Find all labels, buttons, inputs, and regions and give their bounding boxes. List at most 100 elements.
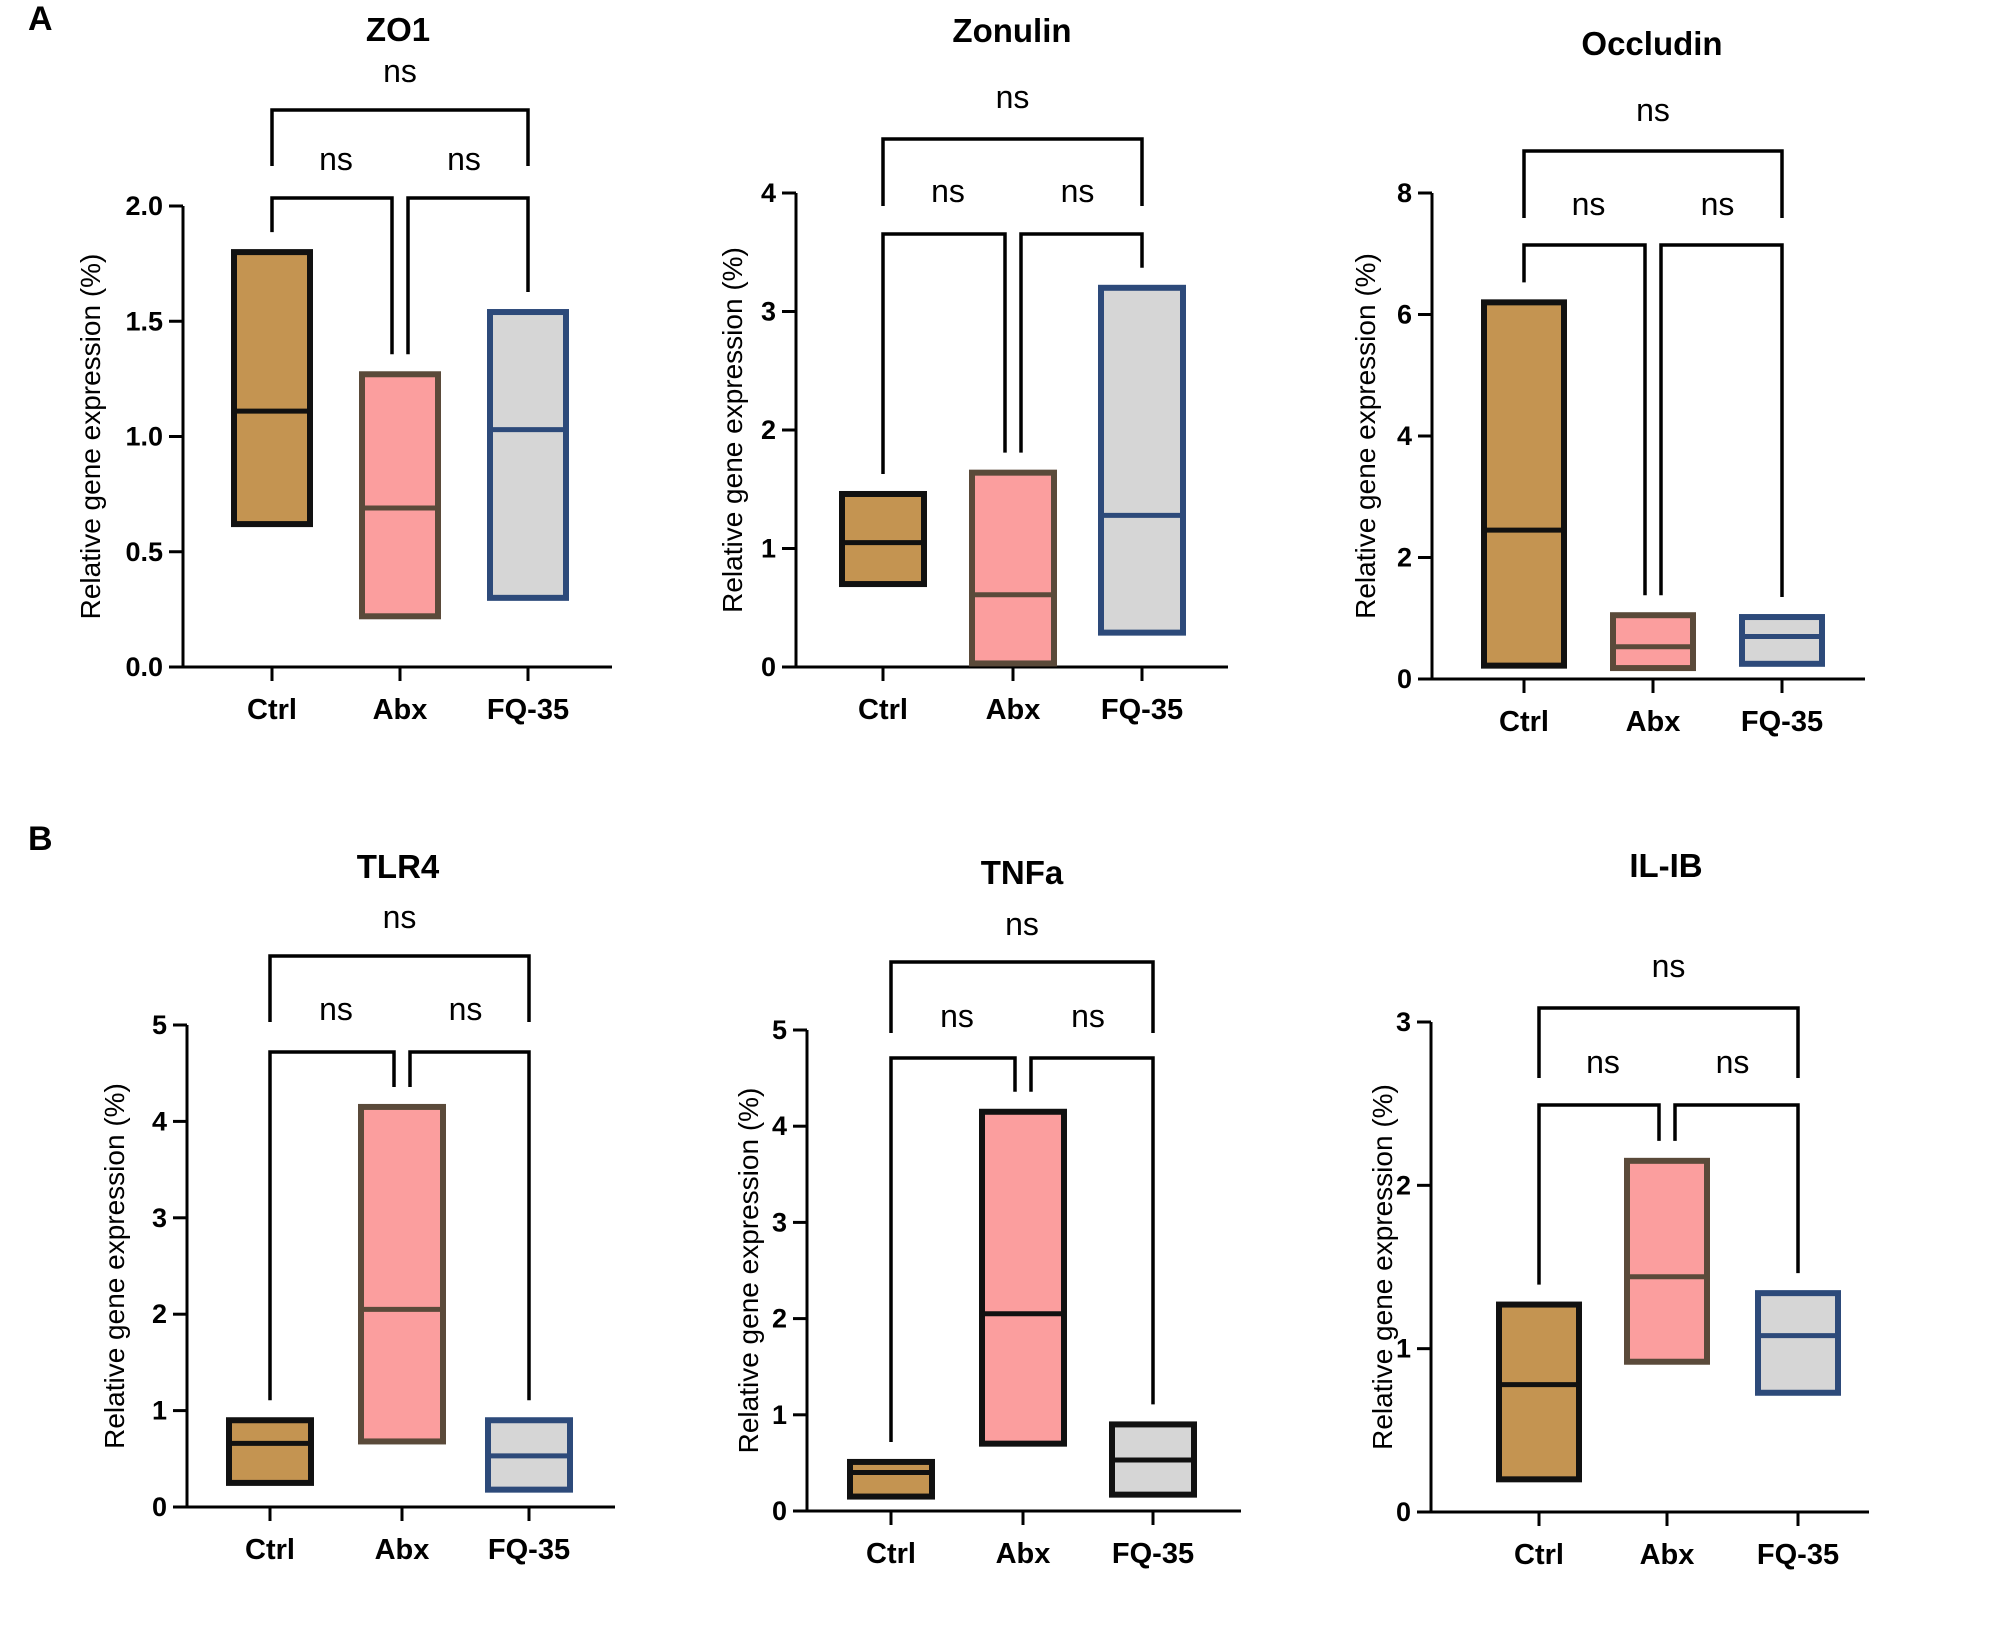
y-tick-label: 3 (152, 1203, 167, 1233)
y-tick-label: 2 (152, 1299, 167, 1329)
y-tick-label: 3 (761, 297, 776, 327)
significance-bracket (408, 1050, 531, 1401)
y-tick-label: 1.5 (125, 306, 163, 336)
significance-bracket (1537, 1006, 1800, 1078)
x-tick-label: Ctrl (1514, 1539, 1564, 1571)
y-tick-label: 1 (1396, 1334, 1411, 1364)
chart-0: ZO1 0.0 0.5 1.0 1.5 2.0 Relative gene expressi… (75, 11, 612, 726)
x-tick-label: FQ-35 (487, 694, 569, 726)
panel-label-b: B (28, 820, 53, 858)
significance-label: ns (449, 991, 483, 1027)
chart-title: ZO1 (366, 11, 430, 48)
box-fq-35 (487, 309, 569, 601)
y-axis-label: Relative gene expression (%) (1350, 253, 1381, 619)
box-abx (359, 371, 441, 620)
y-axis-label: Relative gene expression (%) (1367, 1084, 1398, 1450)
significance-bracket (1522, 243, 1647, 596)
y-axis-label: Relative gene expression (%) (99, 1083, 130, 1449)
significance-label: ns (940, 998, 974, 1034)
significance-bracket (270, 196, 394, 355)
chart-title: Occludin (1581, 25, 1722, 62)
box-fq-35 (1739, 614, 1825, 667)
y-tick-label: 2 (761, 415, 776, 445)
significance-label: ns (1716, 1044, 1750, 1080)
y-tick-label: 3 (772, 1207, 787, 1237)
significance-label: ns (1572, 186, 1606, 222)
significance-label: ns (1071, 998, 1105, 1034)
y-axis-label: Relative gene expression (%) (733, 1088, 764, 1454)
significance-bracket (881, 232, 1007, 474)
chart-3: TLR4 0 1 2 3 4 5 Relative gene expression (%) Ct… (99, 848, 615, 1566)
significance-label: ns (1636, 92, 1670, 128)
x-tick-label: Ctrl (866, 1538, 916, 1570)
significance-bracket (268, 1050, 396, 1401)
y-tick-label: 4 (152, 1106, 167, 1136)
significance-bracket (881, 137, 1144, 206)
x-tick-label: Ctrl (247, 694, 297, 726)
box-abx (1610, 612, 1696, 672)
significance-label: ns (1061, 173, 1095, 209)
box-ctrl (1481, 299, 1567, 669)
y-tick-label: 0 (1397, 664, 1412, 694)
y-tick-label: 8 (1397, 178, 1412, 208)
y-tick-label: 3 (1396, 1007, 1411, 1037)
x-tick-label: Ctrl (858, 694, 908, 726)
significance-bracket (1673, 1103, 1800, 1274)
box-abx (358, 1103, 446, 1445)
panel-label-a: A (28, 0, 53, 38)
y-tick-label: 6 (1397, 300, 1412, 330)
x-tick-label: FQ-35 (1112, 1538, 1194, 1570)
chart-title: Zonulin (952, 12, 1071, 49)
box-fq-35 (1098, 284, 1186, 636)
box-abx (979, 1108, 1067, 1447)
box-ctrl (1496, 1301, 1582, 1483)
y-tick-label: 1 (152, 1396, 167, 1426)
y-tick-label: 4 (1397, 421, 1412, 451)
chart-title: TLR4 (357, 848, 440, 885)
y-tick-label: 5 (152, 1010, 167, 1040)
y-tick-label: 4 (772, 1111, 787, 1141)
significance-label: ns (319, 991, 353, 1027)
significance-bracket (1537, 1103, 1661, 1285)
y-tick-label: 2 (1396, 1170, 1411, 1200)
significance-bracket (1029, 1056, 1155, 1405)
significance-label: ns (1586, 1044, 1620, 1080)
significance-label: ns (996, 79, 1030, 115)
box-abx (1624, 1157, 1710, 1365)
box-ctrl (231, 249, 313, 528)
significance-label: ns (1005, 906, 1039, 942)
chart-title: TNFa (981, 854, 1064, 891)
box-ctrl (226, 1417, 314, 1486)
y-tick-label: 2 (772, 1304, 787, 1334)
chart-1: Zonulin 0 1 2 3 4 Relative gene expression (%)… (717, 12, 1228, 726)
y-tick-label: 1.0 (125, 422, 163, 452)
x-tick-label: Abx (986, 694, 1041, 726)
significance-bracket (1659, 243, 1784, 598)
y-tick-label: 0 (152, 1492, 167, 1522)
x-tick-label: FQ-35 (1741, 706, 1823, 738)
x-tick-label: FQ-35 (488, 1534, 570, 1566)
significance-label: ns (383, 53, 417, 89)
y-tick-label: 1 (761, 534, 776, 564)
significance-label: ns (383, 899, 417, 935)
x-tick-label: Abx (375, 1534, 430, 1566)
x-tick-label: FQ-35 (1101, 694, 1183, 726)
y-tick-label: 4 (761, 178, 776, 208)
x-tick-label: FQ-35 (1757, 1539, 1839, 1571)
y-tick-label: 2 (1397, 543, 1412, 573)
box-ctrl (839, 490, 927, 588)
y-tick-label: 0 (761, 652, 776, 682)
box-abx (969, 469, 1057, 667)
y-tick-label: 1 (772, 1400, 787, 1430)
y-tick-label: 5 (772, 1015, 787, 1045)
x-tick-label: Ctrl (1499, 706, 1549, 738)
x-tick-label: Abx (996, 1538, 1051, 1570)
y-tick-label: 2.0 (125, 191, 163, 221)
chart-2: Occludin 0 2 4 6 8 Relative gene expression (%… (1350, 25, 1865, 738)
significance-bracket (270, 108, 530, 166)
y-tick-label: 0.5 (125, 537, 163, 567)
significance-label: ns (1652, 948, 1686, 984)
significance-label: ns (931, 173, 965, 209)
x-tick-label: Abx (373, 694, 428, 726)
